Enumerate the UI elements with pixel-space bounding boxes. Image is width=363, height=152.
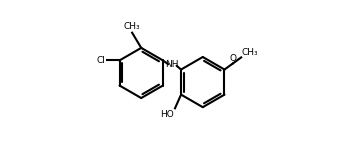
Text: Cl: Cl xyxy=(96,56,105,65)
Text: CH₃: CH₃ xyxy=(242,48,258,57)
Text: CH₃: CH₃ xyxy=(123,22,140,31)
Text: O: O xyxy=(230,54,237,63)
Text: NH: NH xyxy=(165,60,179,69)
Text: HO: HO xyxy=(160,109,174,119)
